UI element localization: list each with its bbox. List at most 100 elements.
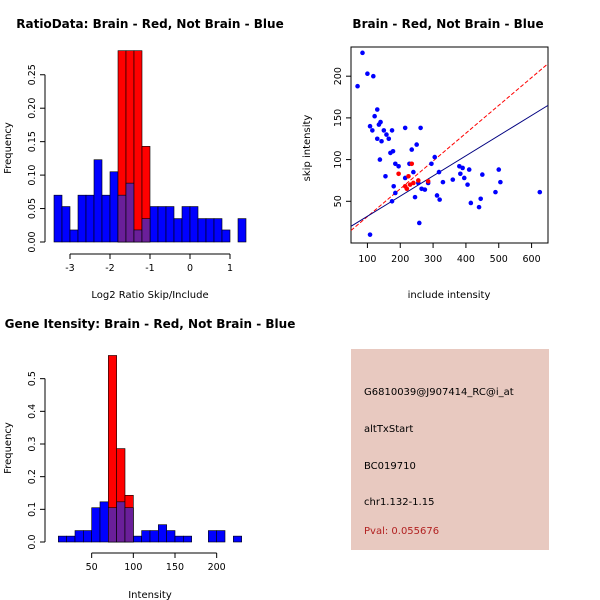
ratio-not-brain-bar xyxy=(109,171,119,243)
not-brain-point xyxy=(393,161,398,167)
ratio-not-brain-bar xyxy=(181,206,191,243)
not-brain-point xyxy=(396,163,401,169)
not-brain-point xyxy=(416,220,422,226)
gene-intensity-xlabel: Intensity xyxy=(128,590,172,600)
ratio-histogram-panel: RatioData: Brain - Red, Not Brain - Blue… xyxy=(3,17,284,301)
scatter-xlabel: include intensity xyxy=(408,290,491,301)
ratio-not-brain-bar xyxy=(93,159,103,243)
ratio-not-brain-bar xyxy=(101,194,111,243)
scatter-plot-box xyxy=(350,46,549,244)
ratio-histogram-xlabel: Log2 Ratio Skip/Include xyxy=(91,290,208,301)
not-brain-point xyxy=(377,157,383,162)
not-brain-fit-line xyxy=(350,104,549,227)
not-brain-point xyxy=(422,187,428,192)
not-brain-point xyxy=(480,172,485,177)
intensity-not-brain-bar xyxy=(66,535,76,543)
scatter-y-tick-label: 200 xyxy=(333,67,344,85)
ratio-not-brain-bar xyxy=(165,206,175,243)
ratio-not-brain-bar xyxy=(85,194,95,243)
intensity-not-brain-bar xyxy=(216,530,226,543)
not-brain-point xyxy=(393,190,398,196)
not-brain-point xyxy=(468,200,474,206)
not-brain-point xyxy=(391,183,396,189)
scatter-y-tick-label: 50 xyxy=(333,195,344,207)
intensity-not-brain-bar xyxy=(91,507,101,543)
chromosome-location: chr1.132-1.15 xyxy=(364,497,435,508)
ratio-brain-bar xyxy=(133,50,143,243)
not-brain-point xyxy=(429,161,434,167)
not-brain-point xyxy=(493,189,498,195)
not-brain-point xyxy=(365,71,370,76)
intensity-x-tick-label: 150 xyxy=(166,562,184,573)
intensity-y-tick-label: 0.3 xyxy=(27,436,38,451)
not-brain-point xyxy=(383,173,388,179)
intensity-not-brain-bar xyxy=(174,535,184,543)
ratio-x-tick-label: -1 xyxy=(145,263,154,274)
intensity-not-brain-bar xyxy=(99,501,109,543)
ratio-y-tick-label: 0.15 xyxy=(27,131,38,152)
ratio-not-brain-bar xyxy=(157,206,167,243)
intensity-not-brain-bar xyxy=(133,535,142,543)
not-brain-point xyxy=(537,189,543,195)
ratio-x-tick-label: -3 xyxy=(65,263,74,274)
intensity-x-tick-label: 100 xyxy=(124,562,142,573)
not-brain-point xyxy=(381,128,387,133)
ratio-not-brain-bar xyxy=(61,206,71,243)
intensity-y-tick-label: 0.5 xyxy=(27,371,38,386)
not-brain-point xyxy=(370,128,375,133)
scatter-ylabel: skip intensity xyxy=(302,115,313,182)
not-brain-point xyxy=(466,167,472,172)
ratio-histogram-bars xyxy=(53,50,247,243)
not-brain-point xyxy=(418,125,423,131)
not-brain-point xyxy=(436,169,442,175)
gene-intensity-title: Gene Itensity: Brain - Red, Not Brain - … xyxy=(5,317,296,331)
ratio-y-tick-label: 0.05 xyxy=(27,198,38,219)
gene-intensity-bars xyxy=(58,355,242,543)
accession: BC019710 xyxy=(364,461,416,472)
brain-point xyxy=(425,178,431,184)
not-brain-point xyxy=(498,179,503,185)
ratio-histogram-axes: -3 -2 -1 0 1 0.00 0.05 0.10 0.15 0.20 0.25 xyxy=(27,64,233,274)
brain-point xyxy=(407,182,413,187)
ratio-not-brain-bar xyxy=(221,229,231,243)
gene-intensity-axes: 50 100 150 200 0.0 0.1 0.2 0.3 0.4 0.5 xyxy=(27,371,226,573)
ratio-overlap-bar xyxy=(141,218,151,243)
intensity-not-brain-bar xyxy=(74,530,84,543)
scatter-x-tick-label: 600 xyxy=(523,254,541,265)
intensity-y-tick-label: 0.1 xyxy=(27,502,38,517)
not-brain-point xyxy=(458,171,463,177)
not-brain-point xyxy=(360,50,365,56)
intensity-not-brain-bar xyxy=(166,530,176,543)
not-brain-point xyxy=(379,138,384,144)
ratio-y-tick-label: 0.20 xyxy=(27,98,38,119)
not-brain-point xyxy=(460,165,465,171)
ratio-histogram-title: RatioData: Brain - Red, Not Brain - Blue xyxy=(16,17,283,31)
ratio-y-tick-label: 0.25 xyxy=(27,64,38,85)
ratio-not-brain-bar xyxy=(189,206,199,243)
intensity-not-brain-bar xyxy=(83,530,92,543)
ratio-not-brain-bar xyxy=(237,218,247,243)
not-brain-point xyxy=(371,73,376,79)
intensity-not-brain-bar xyxy=(208,530,217,543)
scatter-x-tick-label: 100 xyxy=(358,254,376,265)
not-brain-point xyxy=(440,179,446,185)
not-brain-point xyxy=(389,128,395,133)
ratio-overlap-bar xyxy=(125,182,135,243)
event-type: altTxStart xyxy=(364,424,414,435)
intensity-y-tick-label: 0.2 xyxy=(27,469,38,484)
brain-point xyxy=(404,186,410,192)
intensity-not-brain-bar xyxy=(183,535,192,543)
not-brain-point xyxy=(367,232,373,237)
not-brain-point xyxy=(461,175,467,181)
not-brain-point xyxy=(372,113,377,119)
ratio-y-tick-label: 0.00 xyxy=(27,231,38,252)
brain-point xyxy=(409,161,415,167)
scatter-points xyxy=(355,50,543,237)
ratio-not-brain-bar xyxy=(77,194,87,243)
not-brain-point xyxy=(374,136,380,142)
intensity-overlap-bar xyxy=(116,501,126,543)
ratio-not-brain-bar xyxy=(53,194,63,243)
not-brain-point xyxy=(378,119,383,125)
not-brain-point xyxy=(390,148,396,154)
